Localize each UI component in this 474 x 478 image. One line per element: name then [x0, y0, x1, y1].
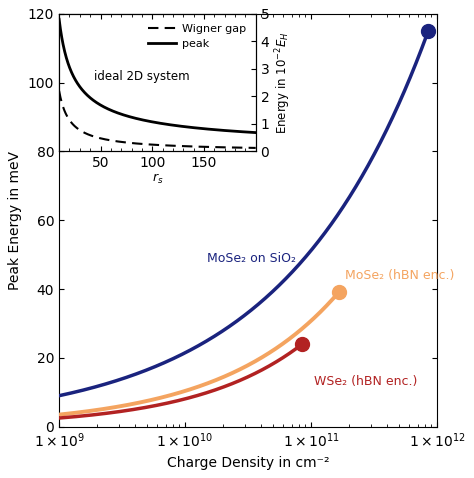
X-axis label: Charge Density in cm⁻²: Charge Density in cm⁻² [167, 456, 329, 470]
Y-axis label: Energy in $10^{-2}E_H$: Energy in $10^{-2}E_H$ [273, 32, 293, 134]
Text: WSe₂ (hBN enc.): WSe₂ (hBN enc.) [314, 375, 417, 388]
Text: MoSe₂ (hBN enc.): MoSe₂ (hBN enc.) [345, 269, 454, 282]
Y-axis label: Peak Energy in meV: Peak Energy in meV [9, 151, 22, 290]
Text: MoSe₂ on SiO₂: MoSe₂ on SiO₂ [207, 251, 296, 264]
